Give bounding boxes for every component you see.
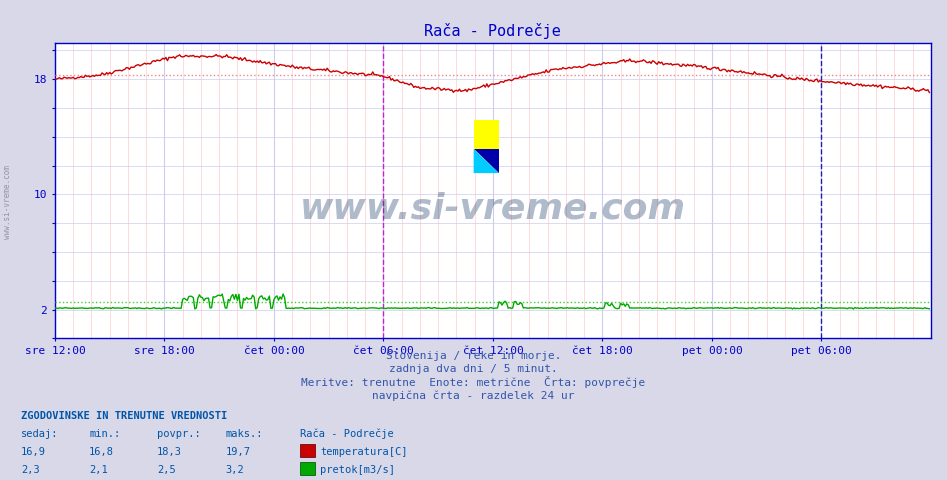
Text: maks.:: maks.:: [225, 429, 263, 439]
Text: 18,3: 18,3: [157, 447, 182, 457]
Polygon shape: [474, 149, 499, 173]
Text: Slovenija / reke in morje.: Slovenija / reke in morje.: [385, 351, 562, 361]
Text: 2,5: 2,5: [157, 465, 176, 475]
Text: www.si-vreme.com: www.si-vreme.com: [3, 165, 12, 239]
Text: 3,2: 3,2: [225, 465, 244, 475]
Bar: [474, 120, 499, 149]
Text: 2,3: 2,3: [21, 465, 40, 475]
Polygon shape: [474, 149, 499, 173]
Text: ZGODOVINSKE IN TRENUTNE VREDNOSTI: ZGODOVINSKE IN TRENUTNE VREDNOSTI: [21, 410, 227, 420]
Text: Meritve: trenutne  Enote: metrične  Črta: povprečje: Meritve: trenutne Enote: metrične Črta: …: [301, 376, 646, 388]
Text: zadnja dva dni / 5 minut.: zadnja dva dni / 5 minut.: [389, 364, 558, 374]
Text: 16,8: 16,8: [89, 447, 114, 457]
Text: 16,9: 16,9: [21, 447, 45, 457]
Text: povpr.:: povpr.:: [157, 429, 201, 439]
Text: pretok[m3/s]: pretok[m3/s]: [320, 465, 395, 475]
Text: min.:: min.:: [89, 429, 120, 439]
Text: navpična črta - razdelek 24 ur: navpična črta - razdelek 24 ur: [372, 391, 575, 401]
Title: Rača - Podrečje: Rača - Podrečje: [424, 23, 562, 39]
Text: Rača - Podrečje: Rača - Podrečje: [300, 428, 394, 439]
Text: www.si-vreme.com: www.si-vreme.com: [300, 192, 686, 226]
Text: temperatura[C]: temperatura[C]: [320, 447, 407, 457]
Text: sedaj:: sedaj:: [21, 429, 59, 439]
Text: 2,1: 2,1: [89, 465, 108, 475]
Text: 19,7: 19,7: [225, 447, 250, 457]
